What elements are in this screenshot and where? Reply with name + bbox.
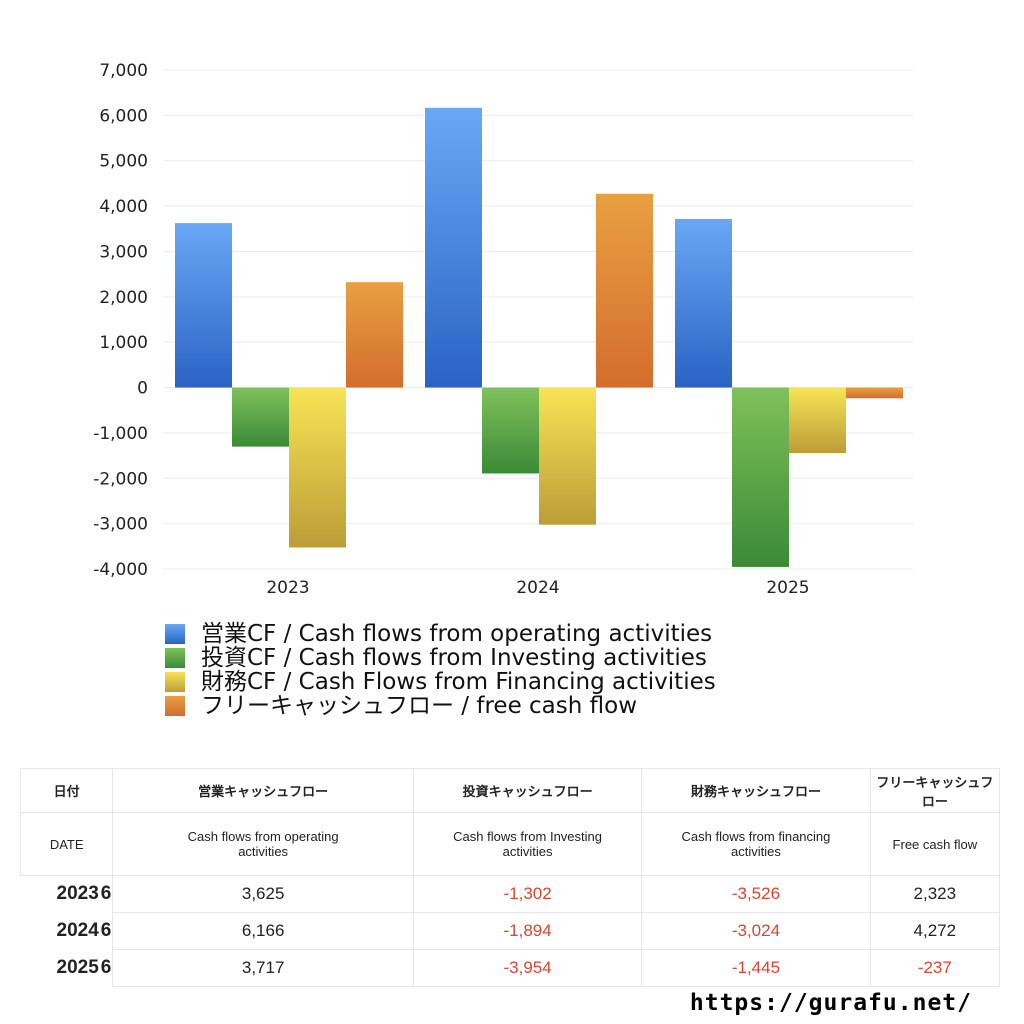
y-tick-label: 0	[137, 379, 148, 399]
table-row: 2024 6 6,166 -1,894 -3,024 4,272	[21, 912, 1001, 950]
row-month: 6	[99, 875, 114, 913]
x-tick-label: 2025	[766, 578, 809, 598]
header-investing-en: Cash flows from Investing activities	[412, 812, 643, 876]
table-row: 2025 6 3,717 -3,954 -1,445 -237	[21, 949, 1001, 987]
y-tick-label: 3,000	[99, 242, 148, 262]
bar-2024-series-2	[539, 387, 596, 525]
legend-swatch	[165, 672, 185, 692]
bar-2023-series-0	[175, 223, 232, 388]
row-value: -1,894	[412, 912, 643, 950]
row-value: 6,166	[112, 912, 414, 950]
legend-label: 財務CF / Cash Flows from Financing activit…	[201, 669, 716, 695]
header-financing-en: Cash flows from financing activities	[641, 812, 871, 876]
y-tick-label: 4,000	[99, 197, 148, 217]
legend-item: フリーキャッシュフロー / free cash flow	[165, 694, 716, 718]
header-free-en: Free cash flow	[869, 812, 1001, 876]
y-tick-label: -1,000	[93, 424, 148, 444]
row-value: 4,272	[869, 912, 1001, 950]
bar-2025-series-1	[732, 387, 789, 567]
header-financing-jp: 財務キャッシュフロー	[641, 768, 871, 813]
x-tick-label: 2023	[266, 578, 309, 598]
row-year: 2025	[56, 957, 99, 978]
bar-2023-series-3	[346, 282, 403, 388]
bar-2025-series-3	[846, 387, 903, 399]
bar-chart: 7,000 6,000 5,000 4,000 3,000 2,000 1,000 0 -1,0…	[93, 61, 913, 598]
legend-label: 営業CF / Cash flows from operating activit…	[201, 621, 713, 647]
row-value: -1,445	[641, 949, 871, 987]
y-tick-label: -4,000	[93, 560, 148, 580]
row-value: -3,526	[641, 875, 871, 913]
row-value: -1,302	[412, 875, 643, 913]
header-operating-jp: 営業キャッシュフロー	[112, 768, 414, 813]
row-year: 2024	[56, 920, 99, 941]
data-table: 日付 営業キャッシュフロー 投資キャッシュフロー 財務キャッシュフロー フリーキ…	[19, 768, 1001, 987]
y-tick-label: 2,000	[99, 288, 148, 308]
table-row: 2023 6 3,625 -1,302 -3,526 2,323	[21, 875, 1001, 913]
y-tick-label: -3,000	[93, 515, 148, 535]
row-value: -237	[869, 949, 1001, 987]
header-date-jp: 日付	[19, 768, 114, 813]
y-tick-label: -2,000	[93, 469, 148, 489]
row-value: -3,954	[412, 949, 643, 987]
legend-item: 営業CF / Cash flows from operating activit…	[165, 622, 716, 646]
legend-label: フリーキャッシュフロー / free cash flow	[201, 693, 638, 719]
row-year: 2023	[56, 883, 99, 905]
y-tick-label: 1,000	[99, 333, 148, 353]
legend-label: 投資CF / Cash flows from Investing activit…	[201, 645, 707, 671]
legend-swatch	[165, 696, 185, 716]
row-value: 3,717	[112, 949, 414, 987]
bar-2025-series-2	[789, 387, 846, 454]
bar-2025-series-0	[675, 218, 732, 388]
bar-2024-series-3	[596, 193, 653, 388]
y-tick-label: 5,000	[99, 152, 148, 172]
bar-2024-series-1	[482, 387, 539, 474]
bar-2023-series-1	[232, 387, 289, 447]
header-date-en: DATE	[19, 812, 114, 876]
legend-item: 財務CF / Cash Flows from Financing activit…	[165, 670, 716, 694]
header-investing-jp: 投資キャッシュフロー	[412, 768, 643, 813]
bar-2024-series-0	[425, 107, 482, 388]
row-value: 2,323	[869, 875, 1001, 913]
header-free-jp: フリーキャッシュフロー	[869, 768, 1001, 813]
row-value: -3,024	[641, 912, 871, 950]
y-tick-label: 6,000	[99, 106, 148, 126]
bar-2023-series-2	[289, 387, 346, 548]
x-tick-label: 2024	[516, 578, 559, 598]
row-value: 3,625	[112, 875, 414, 913]
legend-swatch	[165, 648, 185, 668]
legend: 営業CF / Cash flows from operating activit…	[165, 622, 716, 718]
legend-swatch	[165, 624, 185, 644]
legend-item: 投資CF / Cash flows from Investing activit…	[165, 646, 716, 670]
row-month: 6	[99, 949, 114, 987]
y-tick-label: 7,000	[99, 61, 148, 81]
header-operating-en: Cash flows from operating activities	[112, 812, 414, 876]
site-url: https://gurafu.net/	[689, 990, 972, 1016]
row-month: 6	[99, 912, 114, 950]
